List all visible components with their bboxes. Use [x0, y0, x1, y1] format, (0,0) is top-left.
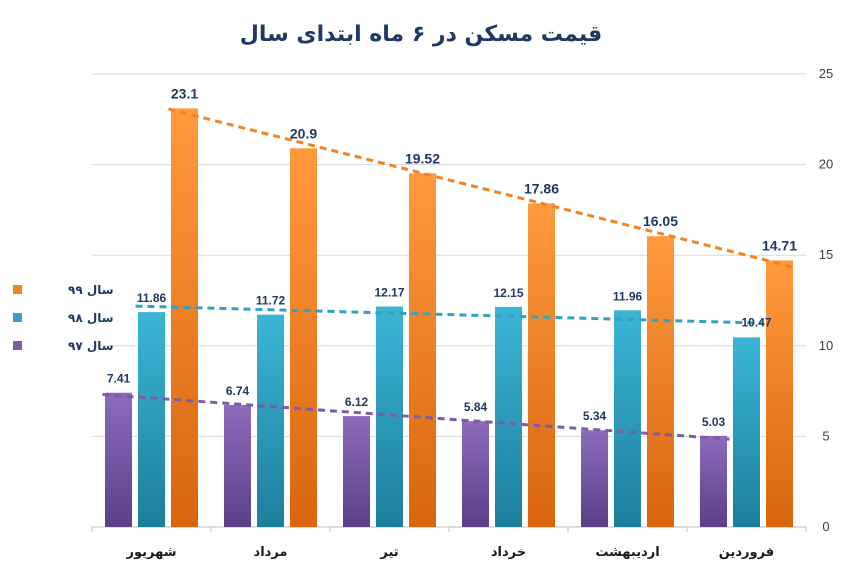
x-tick-label: فروردین	[719, 545, 774, 560]
bar	[647, 236, 674, 527]
legend-swatch	[13, 285, 22, 294]
bar	[343, 416, 370, 527]
bar	[614, 310, 641, 527]
bar	[257, 314, 284, 527]
bar	[290, 148, 317, 528]
bar	[528, 203, 555, 527]
data-label: 10.47	[741, 315, 771, 329]
data-label: 20.9	[290, 125, 317, 141]
data-label: 5.03	[702, 415, 726, 429]
bar	[581, 430, 608, 527]
data-label: 14.71	[762, 237, 797, 253]
y-tick-label: 10	[819, 338, 833, 353]
bar	[409, 173, 436, 527]
data-label: 7.41	[107, 372, 131, 386]
bar	[462, 421, 489, 527]
chart-title: قیمت مسکن در ۶ ماه ابتدای سال	[240, 22, 602, 47]
data-label: 11.72	[256, 294, 286, 308]
data-label: 23.1	[171, 85, 198, 101]
trendline	[168, 107, 796, 270]
data-label: 19.52	[405, 150, 440, 166]
data-label: 11.96	[613, 289, 643, 303]
legend-label: سال ۹۹	[68, 283, 114, 297]
legend-swatch	[13, 313, 22, 322]
x-tick-label: اردیبهشت	[595, 545, 659, 560]
x-tick-label: خرداد	[491, 545, 526, 560]
legend-swatch	[13, 341, 22, 350]
legend-label: سال ۹۷	[68, 339, 114, 353]
bar	[495, 306, 522, 527]
y-tick-label: 5	[822, 428, 829, 443]
bar	[700, 435, 727, 527]
data-label: 16.05	[643, 213, 678, 229]
data-label: 6.12	[345, 395, 369, 409]
trendline	[135, 304, 763, 325]
bar	[376, 306, 403, 527]
data-label: 5.84	[464, 400, 488, 414]
data-label: 17.86	[524, 180, 559, 196]
x-tick-label: شهریور	[126, 545, 177, 560]
bar	[105, 392, 132, 527]
data-label: 12.17	[374, 285, 404, 299]
bar	[733, 337, 760, 527]
bar	[224, 404, 251, 527]
y-tick-label: 0	[822, 519, 829, 534]
trendline	[102, 392, 730, 441]
data-label: 6.74	[226, 384, 250, 398]
bar	[138, 312, 165, 527]
x-tick-label: مرداد	[254, 545, 288, 560]
x-tick-label: تیر	[379, 545, 398, 560]
data-label: 11.86	[137, 291, 167, 305]
legend-label: سال ۹۸	[68, 311, 114, 325]
data-label: 5.34	[583, 409, 607, 423]
y-tick-label: 25	[819, 66, 833, 81]
bar	[171, 108, 198, 527]
data-label: 12.15	[493, 286, 523, 300]
y-tick-label: 20	[819, 157, 833, 172]
bar	[766, 260, 793, 527]
y-tick-label: 15	[819, 247, 833, 262]
